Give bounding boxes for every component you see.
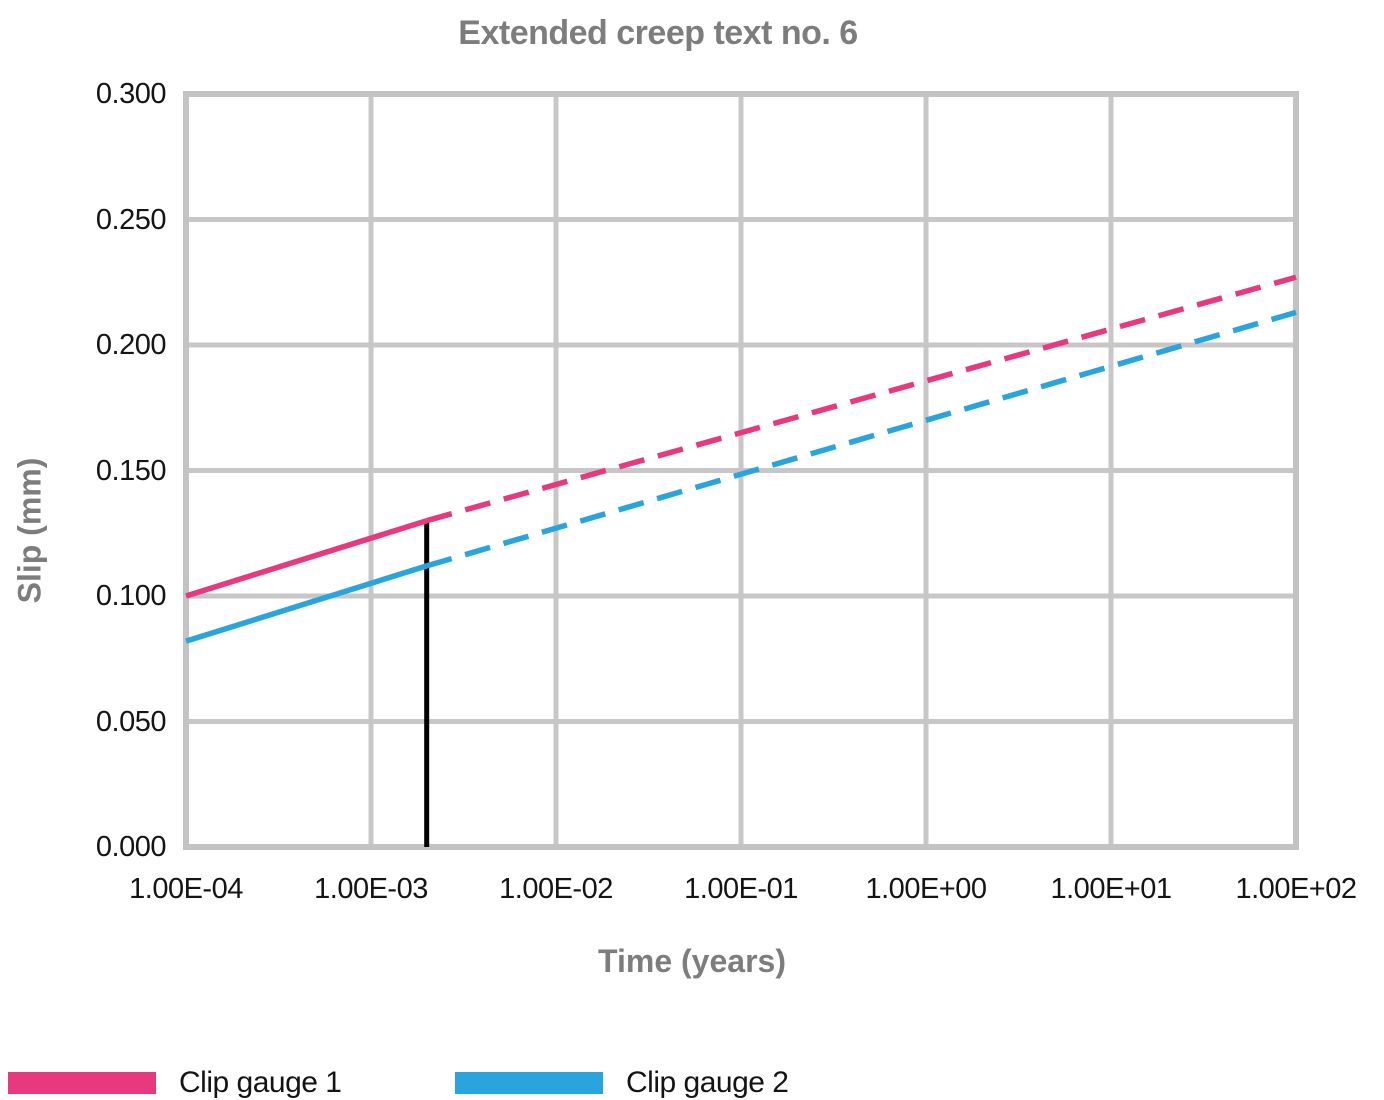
legend-label-clip-gauge-2: Clip gauge 2 [626, 1066, 789, 1099]
legend-item-clip-gauge-2: Clip gauge 2 [455, 1066, 789, 1100]
x-tick-label: 1.00E+01 [1050, 873, 1172, 905]
x-tick-label: 1.00E+02 [1235, 873, 1357, 905]
x-tick-label: 1.00E-01 [684, 873, 798, 905]
x-tick-label: 1.00E-03 [314, 873, 428, 905]
legend-item-clip-gauge-1: Clip gauge 1 [8, 1066, 342, 1100]
chart-title: Extended creep text no. 6 [458, 14, 858, 52]
x-tick-label: 1.00E-02 [499, 873, 613, 905]
y-tick-label: 0.000 [95, 831, 167, 863]
series-line-clip-gauge-1-dashed [425, 274, 1297, 524]
x-tick-label: 1.00E-04 [129, 873, 243, 905]
y-axis-title: Slip (mm) [11, 457, 48, 604]
x-axis-title: Time (years) [598, 943, 786, 979]
y-tick-label: 0.050 [95, 705, 167, 738]
legend-label-clip-gauge-1: Clip gauge 1 [179, 1066, 342, 1099]
x-tick-label: 1.00E+00 [865, 873, 987, 905]
y-tick-label: 0.150 [95, 454, 167, 487]
series-line-clip-gauge-1-solid [185, 518, 428, 599]
y-tick-label: 0.250 [95, 203, 167, 236]
y-tick-label: 0.200 [95, 329, 167, 361]
legend-swatch-clip-gauge-2 [455, 1072, 603, 1094]
y-tick-label: 0.100 [95, 580, 167, 612]
series-line-clip-gauge-2-dashed [425, 309, 1297, 569]
y-tick-label: 0.300 [95, 78, 167, 110]
plot-border [183, 91, 1299, 850]
legend: Clip gauge 1 Clip gauge 2 [0, 1066, 1384, 1100]
series-line-clip-gauge-2-solid [185, 563, 428, 644]
legend-swatch-clip-gauge-1 [8, 1072, 156, 1094]
